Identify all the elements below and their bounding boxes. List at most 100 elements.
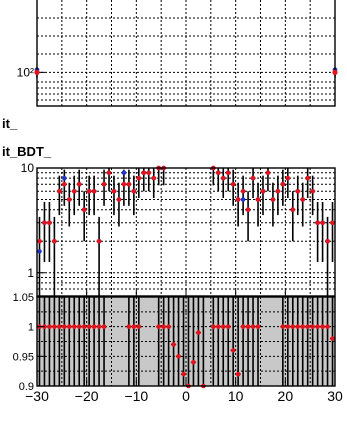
main-data-point xyxy=(42,220,47,226)
ratio-point xyxy=(300,324,306,329)
main-data-point xyxy=(285,175,291,181)
variable-label-it: it_ xyxy=(2,116,18,131)
main-data-point xyxy=(250,175,256,181)
main-model-marker xyxy=(240,197,246,202)
main-data-point xyxy=(315,220,320,226)
ratio-point xyxy=(220,324,226,329)
ratio-point xyxy=(255,324,261,329)
main-data-point xyxy=(66,197,72,202)
ratio-point xyxy=(211,324,216,329)
ratio-y-tick-label: 1.05 xyxy=(13,292,34,304)
ratio-y-tick-label: 1 xyxy=(28,322,34,334)
ratio-point xyxy=(315,324,320,329)
main-panel: 10 1 xyxy=(21,161,336,297)
ratio-point xyxy=(81,324,87,329)
ratio-point xyxy=(295,324,301,329)
ratio-y-tick-label: 0.95 xyxy=(13,351,34,363)
ratio-point xyxy=(66,324,72,329)
main-data-point xyxy=(325,238,330,244)
main-data-point xyxy=(245,207,251,212)
main-model-marker xyxy=(121,170,127,176)
main-data-point xyxy=(81,207,87,212)
main-data-point xyxy=(215,170,221,176)
main-data-point xyxy=(106,170,112,176)
ratio-point xyxy=(76,324,82,329)
ratio-panel: 1.05 1 0.95 0.9−30 −20 −10 0 10 20 30 xyxy=(13,292,343,404)
main-data-point xyxy=(295,188,301,194)
x-tick-label: 20 xyxy=(278,388,294,404)
main-y-tick-label: 10 xyxy=(21,161,35,175)
main-data-point xyxy=(220,175,226,181)
main-data-point xyxy=(290,207,296,212)
main-data-point xyxy=(235,197,241,202)
variable-label-it-bdt: it_BDT_ xyxy=(2,144,52,159)
x-tick-label: −10 xyxy=(124,388,148,404)
main-data-point xyxy=(91,188,97,194)
ratio-point xyxy=(285,324,291,329)
ratio-point xyxy=(225,324,231,329)
main-data-point xyxy=(121,181,127,187)
ratio-point xyxy=(101,324,107,329)
ratio-point xyxy=(280,324,286,329)
main-data-point xyxy=(275,188,281,194)
ratio-point xyxy=(71,324,77,329)
main-data-point xyxy=(96,238,102,244)
ratio-point xyxy=(47,324,52,329)
x-tick-label: 0 xyxy=(182,388,190,404)
ratio-point xyxy=(325,324,330,329)
main-data-point xyxy=(126,181,132,187)
ratio-point xyxy=(191,359,196,365)
main-data-point xyxy=(136,175,142,181)
ratio-point xyxy=(290,324,296,329)
main-data-point xyxy=(116,197,122,202)
main-data-point xyxy=(131,188,137,194)
main-data-point xyxy=(57,188,62,194)
ratio-point xyxy=(96,324,102,329)
x-tick-label: 10 xyxy=(228,388,244,404)
main-data-point xyxy=(300,197,306,202)
main-data-point xyxy=(146,170,152,176)
ratio-point xyxy=(156,324,161,329)
top-data-point xyxy=(34,69,40,75)
ratio-y-tick-label: 0.9 xyxy=(19,381,34,393)
ratio-point xyxy=(310,324,315,329)
main-data-point xyxy=(310,188,315,194)
main-data-point xyxy=(265,170,271,176)
main-data-point xyxy=(330,220,335,226)
ratio-point xyxy=(181,371,186,377)
main-data-point xyxy=(260,188,266,194)
main-data-point xyxy=(270,197,276,202)
main-data-point xyxy=(111,188,117,194)
x-tick-label: 30 xyxy=(327,388,343,404)
ratio-point xyxy=(91,324,97,329)
ratio-point xyxy=(166,324,171,329)
ratio-point xyxy=(240,324,246,329)
ratio-point xyxy=(196,330,201,335)
top-data-point xyxy=(332,69,338,75)
ratio-point xyxy=(136,324,142,329)
main-data-point xyxy=(151,175,157,181)
main-y-tick-label: 1 xyxy=(27,266,34,280)
ratio-point xyxy=(230,348,236,353)
main-data-point xyxy=(280,181,286,187)
ratio-point xyxy=(305,324,310,329)
ratio-point xyxy=(235,371,241,377)
main-data-point xyxy=(76,181,82,187)
ratio-point xyxy=(126,324,132,329)
ratio-point xyxy=(330,336,335,341)
main-data-point xyxy=(52,238,57,244)
ratio-point xyxy=(250,324,256,329)
main-data-point xyxy=(101,181,107,187)
main-data-point xyxy=(230,181,236,187)
ratio-point xyxy=(57,324,62,329)
ratio-point xyxy=(52,324,57,329)
main-data-point xyxy=(240,188,246,194)
ratio-point xyxy=(62,324,67,329)
top-y-tick-label: 10² xyxy=(17,65,34,79)
ratio-point xyxy=(171,342,176,347)
ratio-point xyxy=(215,324,221,329)
ratio-point xyxy=(320,324,325,329)
x-tick-label: −30 xyxy=(25,388,49,404)
main-data-point xyxy=(255,197,261,202)
